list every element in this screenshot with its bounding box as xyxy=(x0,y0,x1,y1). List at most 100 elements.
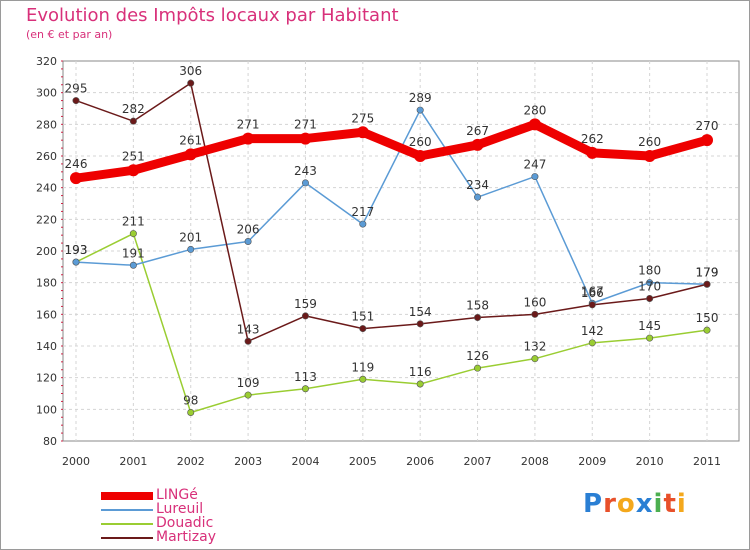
x-tick-label: 2000 xyxy=(62,455,90,468)
data-point xyxy=(244,337,252,345)
x-tick-label: 2001 xyxy=(119,455,147,468)
logo-letter: r xyxy=(603,489,617,519)
series-line xyxy=(71,119,712,183)
data-label: 267 xyxy=(466,124,489,138)
data-point xyxy=(528,118,541,131)
x-tick-label: 2002 xyxy=(177,455,205,468)
data-label: 116 xyxy=(409,365,432,379)
data-point xyxy=(301,312,309,320)
data-point xyxy=(531,173,539,181)
data-label: 179 xyxy=(696,265,719,279)
data-label: 270 xyxy=(696,119,719,133)
data-label: 180 xyxy=(638,264,661,278)
legend-label: Douadic xyxy=(156,515,214,531)
y-tick-label: 160 xyxy=(36,308,57,321)
data-label: 260 xyxy=(409,135,432,149)
data-label: 113 xyxy=(294,370,317,384)
y-tick-label: 140 xyxy=(36,340,57,353)
data-label: 262 xyxy=(581,132,604,146)
data-point xyxy=(359,325,367,333)
data-point xyxy=(471,138,484,151)
data-point xyxy=(129,261,137,269)
data-point xyxy=(359,375,367,383)
data-point xyxy=(187,408,195,416)
data-label: 247 xyxy=(523,158,546,172)
data-label: 271 xyxy=(294,118,317,132)
data-point xyxy=(184,148,197,161)
data-point xyxy=(646,279,654,287)
y-tick-label: 120 xyxy=(36,372,57,385)
data-point xyxy=(72,97,80,105)
data-label: 109 xyxy=(237,376,260,390)
data-point xyxy=(127,164,140,177)
logo-letter: i xyxy=(653,489,664,519)
x-tick-label: 2008 xyxy=(521,455,549,468)
chart-subtitle: (en € et par an) xyxy=(26,28,113,41)
data-label: 246 xyxy=(65,157,88,171)
logo-letter: o xyxy=(616,489,636,519)
legend-swatch xyxy=(101,492,153,500)
data-label: 143 xyxy=(237,322,260,336)
data-label: 132 xyxy=(523,340,546,354)
x-tick-label: 2004 xyxy=(291,455,319,468)
y-tick-label: 220 xyxy=(36,213,57,226)
data-label: 217 xyxy=(351,205,374,219)
data-point xyxy=(70,172,82,185)
data-label: 142 xyxy=(581,324,604,338)
data-label: 145 xyxy=(638,319,661,333)
x-tick-label: 2003 xyxy=(234,455,262,468)
brand-logo: Proxiti xyxy=(583,489,687,519)
data-point xyxy=(187,79,195,87)
data-label: 179 xyxy=(696,265,719,279)
data-label: 98 xyxy=(183,394,198,408)
data-label: 170 xyxy=(638,280,661,294)
y-tick-label: 280 xyxy=(36,118,57,131)
data-point xyxy=(474,193,482,201)
data-point xyxy=(531,310,539,318)
data-point xyxy=(646,294,654,302)
data-label: 251 xyxy=(122,149,145,163)
series-line xyxy=(75,82,708,342)
data-label: 306 xyxy=(179,64,202,78)
data-point xyxy=(703,280,711,288)
data-point xyxy=(244,391,252,399)
data-point xyxy=(474,364,482,372)
data-point xyxy=(643,150,656,162)
data-label: 193 xyxy=(65,243,88,257)
data-point xyxy=(531,355,539,363)
data-label: 150 xyxy=(696,311,719,325)
data-point xyxy=(586,146,599,159)
series-line xyxy=(75,109,708,304)
y-tick-label: 260 xyxy=(36,150,57,163)
y-tick-label: 240 xyxy=(36,182,57,195)
data-label: 260 xyxy=(638,135,661,149)
data-label: 167 xyxy=(581,284,604,298)
logo-letter: i xyxy=(676,489,687,519)
data-point xyxy=(416,380,424,388)
data-label: 206 xyxy=(237,223,260,237)
data-label: 280 xyxy=(523,103,546,117)
x-tick-label: 2005 xyxy=(349,455,377,468)
data-label: 151 xyxy=(351,310,374,324)
x-tick-label: 2009 xyxy=(578,455,606,468)
data-point xyxy=(301,179,309,187)
legend-label: LINGé xyxy=(156,487,198,503)
series-line xyxy=(75,232,708,414)
data-label: 154 xyxy=(409,305,432,319)
data-label: 191 xyxy=(122,246,145,260)
data-label: 166 xyxy=(581,286,604,300)
data-point xyxy=(474,313,482,321)
legend-swatch xyxy=(101,537,153,539)
logo-letter: P xyxy=(583,489,604,519)
y-tick-label: 100 xyxy=(36,403,57,416)
data-label: 211 xyxy=(122,215,145,229)
data-point xyxy=(703,326,711,334)
data-point xyxy=(588,339,596,347)
data-point xyxy=(416,106,424,114)
data-point xyxy=(244,238,252,246)
x-tick-label: 2011 xyxy=(693,455,721,468)
legend-label: Lureuil xyxy=(156,501,204,517)
logo-letter: x xyxy=(635,489,654,519)
data-label: 282 xyxy=(122,102,145,116)
